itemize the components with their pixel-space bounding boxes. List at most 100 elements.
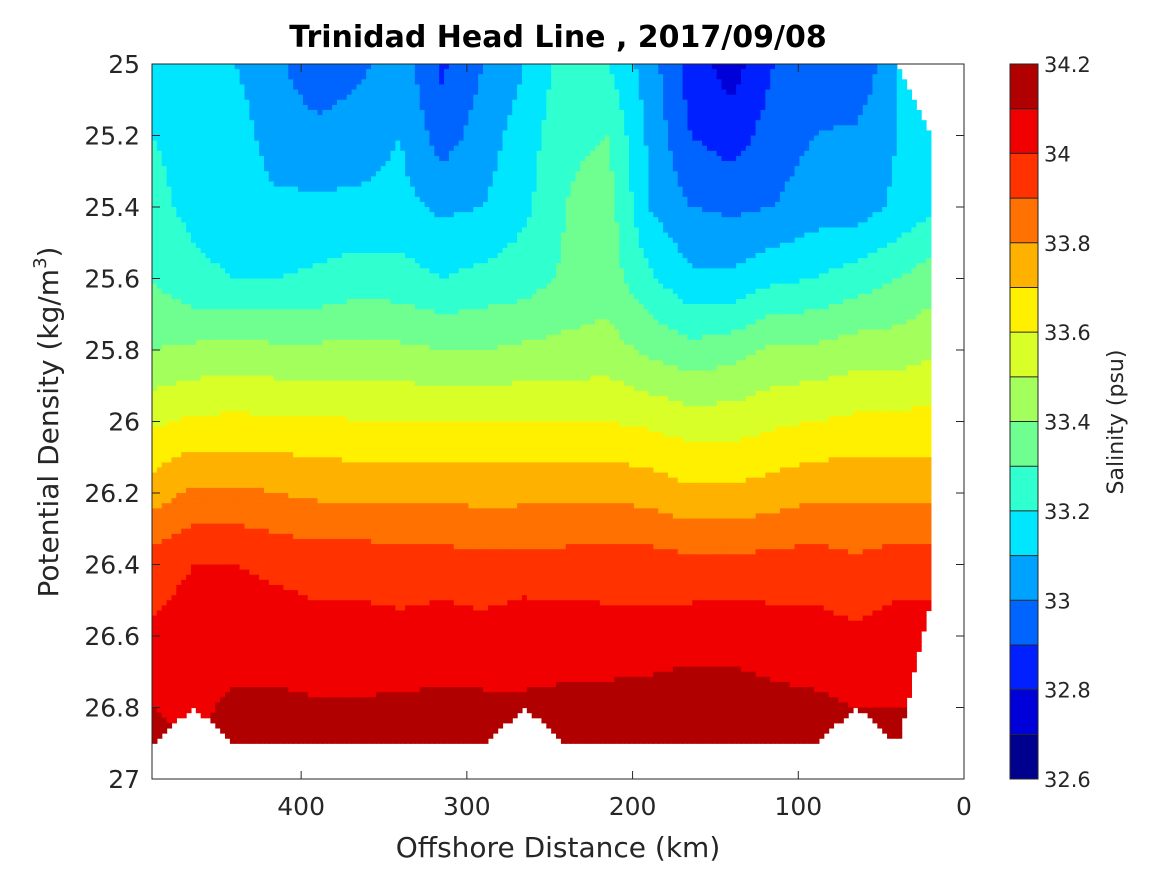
contour-cell (263, 727, 270, 734)
contour-cell (186, 79, 192, 86)
contour-cell (332, 472, 338, 479)
contour-cell (283, 610, 289, 617)
contour-cell (268, 329, 275, 336)
contour-cell (312, 676, 319, 683)
contour-cell (239, 651, 246, 658)
contour-cell (225, 242, 231, 249)
contour-cell (312, 370, 319, 377)
contour-cell (317, 309, 323, 315)
contour-cell (327, 222, 333, 229)
contour-cell (225, 651, 231, 658)
contour-cell (283, 84, 289, 91)
contour-cell (302, 436, 309, 443)
contour-cell (190, 569, 197, 576)
contour-cell (259, 227, 265, 234)
contour-cell (307, 584, 314, 591)
contour-cell (263, 717, 270, 724)
contour-cell (293, 293, 299, 300)
contour-cell (161, 590, 168, 596)
contour-cell (229, 263, 236, 269)
contour-cell (171, 421, 177, 428)
contour-cell (195, 620, 202, 627)
contour-cell (220, 217, 226, 223)
contour-cell (200, 304, 207, 310)
contour-cell (161, 191, 168, 198)
contour-cell (268, 457, 275, 463)
contour-cell (225, 590, 231, 596)
contour-cell (273, 268, 280, 274)
contour-cell (220, 252, 226, 259)
contour-cell (249, 411, 255, 417)
contour-cell (283, 666, 289, 673)
contour-cell (273, 115, 280, 121)
contour-cell (293, 712, 299, 719)
contour-cell (181, 681, 187, 688)
contour-cell (263, 69, 270, 75)
contour-cell (298, 176, 304, 183)
contour-cell (278, 574, 285, 581)
contour-cell (259, 722, 265, 729)
contour-cell (307, 89, 314, 96)
contour-cell (190, 125, 197, 131)
contour-cell (259, 636, 265, 642)
contour-cell (171, 584, 177, 591)
contour-cell (263, 564, 270, 571)
contour-cell (259, 360, 265, 366)
contour-cell (244, 79, 250, 86)
contour-cell (190, 600, 197, 606)
contour-cell (210, 145, 216, 152)
contour-cell (190, 196, 197, 203)
contour-cell (161, 687, 168, 693)
contour-cell (327, 161, 333, 167)
contour-cell (171, 247, 177, 254)
contour-cell (332, 641, 338, 647)
contour-cell (186, 145, 192, 152)
contour-cell (288, 84, 294, 91)
contour-cell (156, 707, 163, 714)
contour-cell (215, 324, 221, 331)
contour-cell (181, 406, 187, 412)
contour-cell (263, 140, 270, 147)
contour-cell (190, 636, 197, 642)
contour-cell (210, 595, 216, 601)
contour-cell (288, 641, 294, 647)
contour-cell (200, 69, 207, 75)
contour-cell (152, 595, 158, 601)
contour-cell (327, 89, 333, 96)
contour-cell (263, 641, 270, 647)
contour-cell (195, 630, 202, 637)
contour-cell (239, 334, 246, 341)
contour-cell (249, 600, 255, 606)
contour-cell (205, 692, 212, 698)
contour-cell (166, 697, 173, 703)
contour-cell (259, 191, 265, 198)
contour-cell (263, 191, 270, 198)
contour-cell (166, 283, 173, 290)
contour-cell (215, 293, 221, 300)
contour-cell (259, 304, 265, 310)
contour-cell (229, 344, 236, 351)
contour-cell (239, 687, 246, 693)
contour-cell (283, 201, 289, 208)
contour-cell (234, 692, 241, 698)
contour-cell (259, 145, 265, 152)
contour-cell (210, 115, 216, 121)
contour-cell (263, 242, 270, 249)
contour-cell (186, 247, 192, 254)
contour-cell (249, 625, 255, 632)
contour-cell (317, 477, 323, 484)
contour-cell (239, 207, 246, 213)
contour-cell (234, 666, 241, 673)
contour-cell (229, 630, 236, 637)
contour-cell (273, 676, 280, 683)
contour-cell (302, 89, 309, 96)
contour-cell (278, 99, 285, 106)
contour-cell (317, 74, 323, 80)
contour-cell (156, 99, 163, 106)
contour-cell (244, 416, 250, 423)
contour-cell (210, 406, 216, 412)
contour-cell (200, 176, 207, 183)
contour-cell (171, 237, 177, 244)
contour-cell (225, 89, 231, 96)
contour-cell (215, 656, 221, 663)
